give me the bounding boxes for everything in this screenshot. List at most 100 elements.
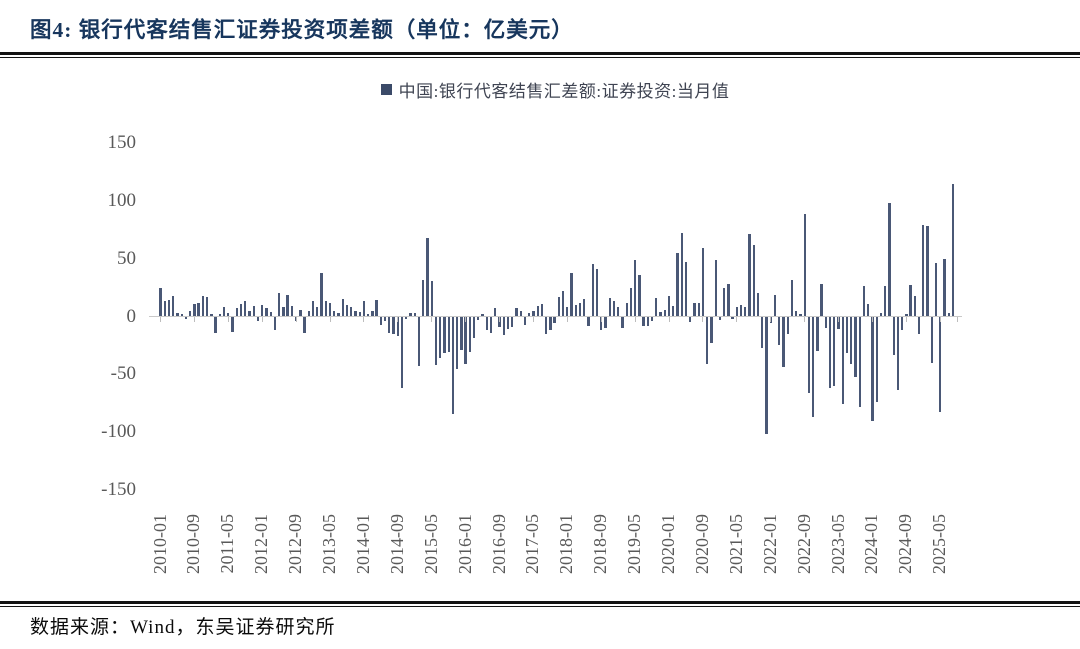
- bar: [337, 313, 340, 317]
- bar: [426, 237, 429, 317]
- footer-rule-thin: [0, 606, 1080, 607]
- bar: [227, 313, 230, 317]
- x-tick-mark: [363, 317, 365, 322]
- bar: [167, 300, 171, 317]
- bar: [778, 316, 781, 346]
- bar: [790, 279, 794, 317]
- x-tick-mark: [532, 317, 534, 322]
- bar: [218, 314, 221, 317]
- x-tick-label: 2014-01: [352, 514, 373, 574]
- bar: [799, 314, 802, 317]
- x-tick-mark: [193, 317, 195, 322]
- bar: [574, 304, 577, 317]
- bar: [634, 259, 637, 317]
- bar: [646, 316, 650, 326]
- x-tick-label: 2012-01: [251, 514, 272, 574]
- bar: [841, 316, 844, 405]
- x-tick-label: 2022-01: [759, 514, 780, 574]
- bar: [494, 308, 497, 317]
- x-tick-mark: [295, 317, 297, 322]
- bar: [396, 316, 399, 337]
- x-tick-mark: [634, 317, 636, 322]
- bar: [252, 306, 255, 317]
- x-tick-mark: [465, 317, 467, 322]
- bar: [773, 294, 777, 317]
- bar: [214, 316, 217, 333]
- bar: [523, 316, 527, 325]
- bar: [824, 316, 827, 329]
- x-tick-label: 2012-09: [285, 514, 306, 574]
- bar: [354, 310, 357, 317]
- bar: [159, 287, 162, 317]
- x-tick-mark: [160, 317, 161, 322]
- bar: [854, 316, 857, 377]
- bar: [375, 300, 378, 317]
- bar: [222, 307, 226, 317]
- bar: [422, 279, 425, 317]
- bar: [256, 316, 260, 322]
- bar: [172, 295, 175, 317]
- bar: [591, 264, 594, 317]
- x-tick-mark: [956, 317, 958, 322]
- bar: [545, 316, 548, 334]
- bar: [858, 316, 861, 407]
- bar: [913, 295, 916, 317]
- bar: [489, 316, 493, 333]
- bar: [371, 310, 374, 317]
- bar: [235, 308, 238, 317]
- bar: [290, 306, 294, 317]
- x-tick-mark: [261, 317, 263, 322]
- bar: [748, 234, 751, 317]
- bar: [566, 307, 569, 317]
- x-tick-label: 2024-01: [861, 514, 882, 574]
- y-tick-label: -100: [101, 421, 136, 443]
- x-tick-mark: [939, 317, 941, 322]
- bar: [684, 262, 688, 317]
- bar: [549, 316, 552, 331]
- bar: [468, 316, 472, 353]
- bar: [460, 316, 463, 351]
- x-tick-label: 2023-05: [827, 514, 848, 574]
- bar: [862, 286, 866, 317]
- bar: [871, 316, 874, 421]
- bar: [663, 309, 666, 317]
- bar: [511, 316, 514, 327]
- bar: [739, 304, 743, 317]
- bar: [867, 303, 870, 317]
- bar: [532, 310, 535, 317]
- bar: [261, 304, 264, 317]
- bar: [328, 302, 332, 317]
- bar: [244, 301, 247, 317]
- bar: [163, 301, 166, 317]
- x-tick-label: 2017-05: [522, 514, 543, 574]
- bar: [600, 316, 603, 331]
- bar: [676, 252, 679, 317]
- x-tick-label: 2010-01: [149, 514, 170, 574]
- bar: [621, 316, 624, 329]
- bar: [239, 303, 243, 317]
- bar: [604, 316, 607, 329]
- bar: [892, 316, 895, 355]
- bar: [201, 295, 205, 317]
- bar: [561, 291, 565, 317]
- bar: [803, 213, 806, 317]
- x-tick-label: 2011-05: [217, 514, 238, 574]
- x-tick-label: 2019-05: [624, 514, 645, 574]
- bar: [612, 301, 616, 317]
- x-tick-label: 2016-01: [454, 514, 475, 574]
- footer-rule-thick: [0, 601, 1080, 604]
- bar: [820, 284, 823, 317]
- bar: [583, 299, 586, 317]
- bar: [205, 296, 209, 317]
- bar: [689, 316, 692, 323]
- bar: [553, 316, 556, 324]
- bar: [710, 316, 713, 344]
- y-tick-label: 50: [117, 247, 136, 269]
- bar: [184, 316, 188, 319]
- bar: [434, 316, 438, 366]
- bar: [723, 287, 726, 317]
- bar: [197, 302, 200, 317]
- x-tick-mark: [600, 317, 602, 322]
